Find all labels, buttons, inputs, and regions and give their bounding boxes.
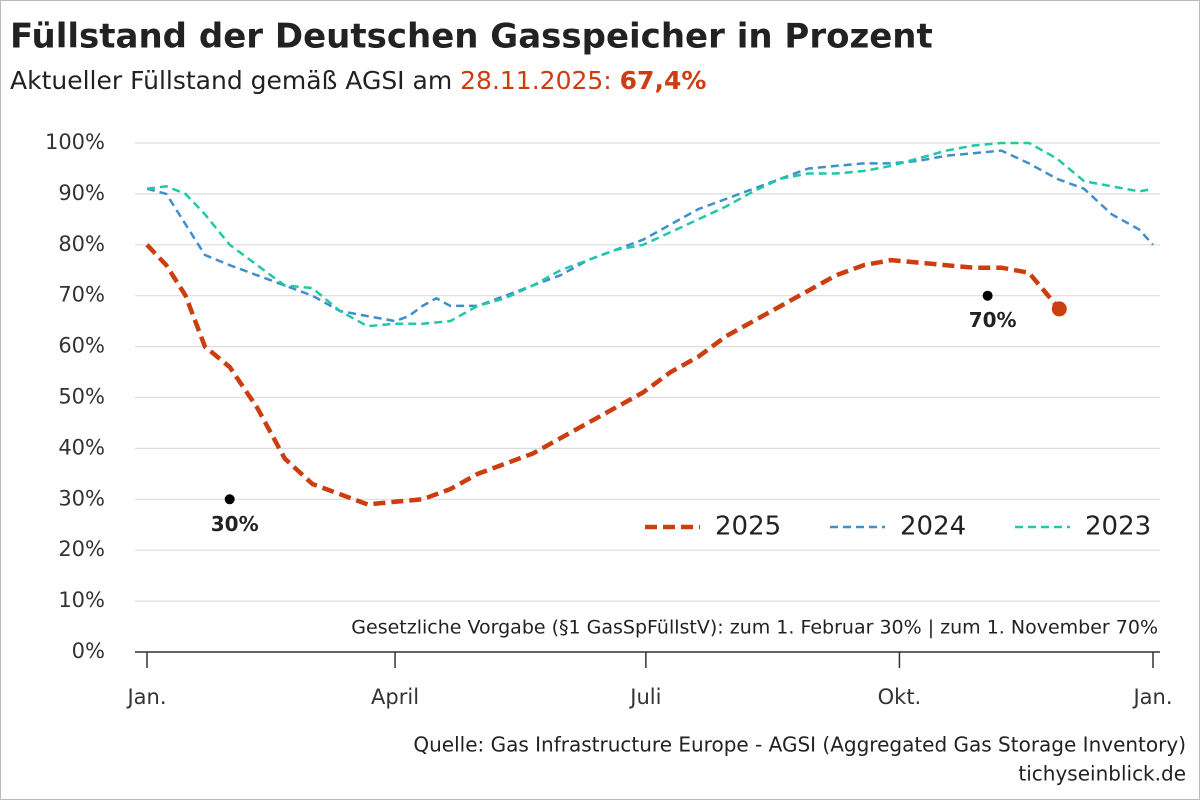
x-tick-label: Juli [628, 685, 661, 709]
x-tick-label: Okt. [878, 685, 922, 709]
y-tick-label: 20% [58, 537, 105, 561]
legend-label: 2024 [900, 512, 966, 542]
annotation-label: 30% [211, 512, 259, 536]
x-tick-label: Jan. [1131, 685, 1172, 709]
source: Quelle: Gas Infrastructure Europe - AGSI… [413, 733, 1186, 757]
y-tick-label: 60% [58, 334, 105, 358]
series-line [146, 141, 1154, 328]
subtitle-prefix: Aktueller Füllstand gemäß AGSI am [10, 66, 452, 95]
y-tick-label: 10% [58, 588, 105, 612]
y-tick-label: 30% [58, 486, 105, 510]
annotation-point [224, 494, 235, 505]
subtitle: Aktueller Füllstand gemäß AGSI am 28.11.… [10, 66, 706, 95]
annotation-point [982, 290, 993, 301]
y-tick-label: 0% [72, 639, 105, 663]
y-tick-label: 90% [58, 181, 105, 205]
subtitle-value: 67,4% [620, 66, 707, 95]
x-tick-label: Jan. [125, 685, 166, 709]
end-marker [1051, 301, 1067, 317]
site: tichyseinblick.de [1018, 762, 1186, 786]
legend-label: 2025 [715, 512, 781, 542]
legend-label: 2023 [1085, 512, 1151, 542]
y-tick-label: 100% [45, 130, 105, 154]
series-line [145, 243, 1062, 507]
y-tick-label: 50% [58, 385, 105, 409]
note: Gesetzliche Vorgabe (§1 GasSpFüllstV): z… [351, 617, 1158, 639]
chart-title: Füllstand der Deutschen Gasspeicher in P… [10, 17, 933, 57]
annotation-label: 70% [969, 308, 1017, 332]
y-tick-label: 70% [58, 283, 105, 307]
subtitle-date: 28.11.2025: [460, 66, 612, 95]
x-tick-label: April [371, 685, 419, 709]
y-tick-label: 40% [58, 435, 105, 459]
y-tick-label: 80% [58, 232, 105, 256]
